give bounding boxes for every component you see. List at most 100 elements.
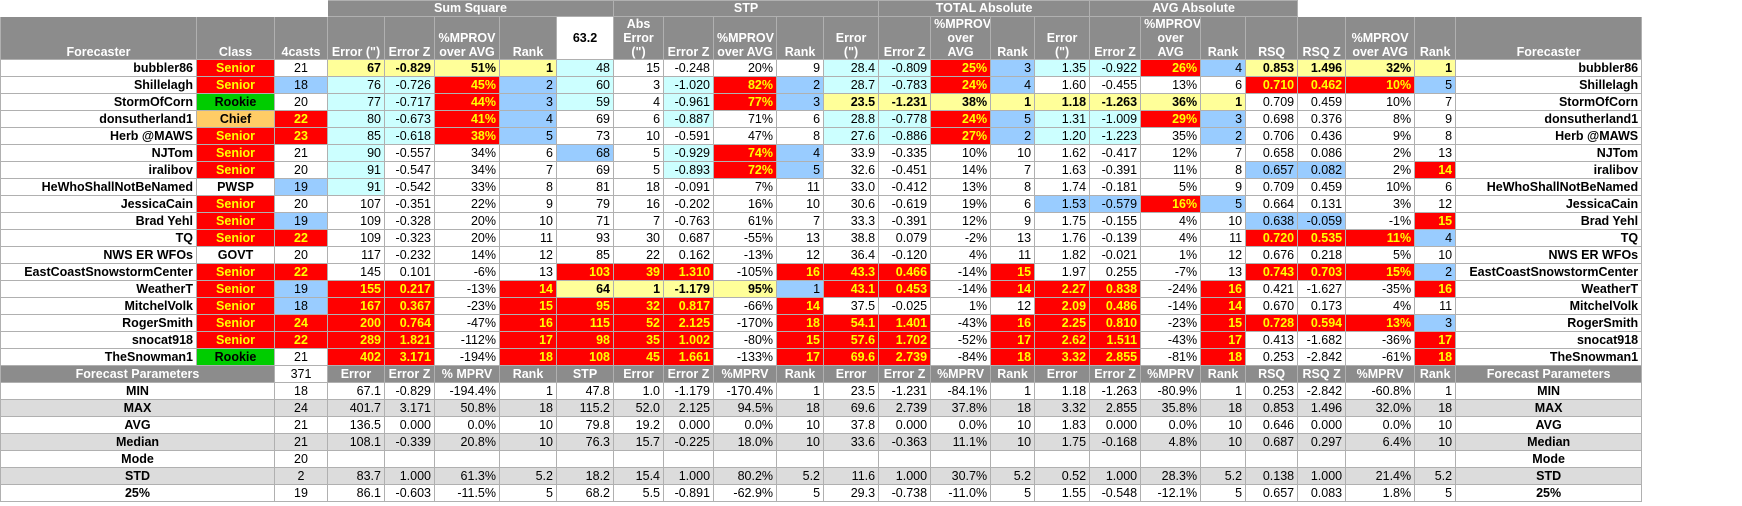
stat-label: Median	[0, 433, 275, 451]
value-cell: 5	[990, 110, 1036, 128]
column-header: Error (")	[327, 16, 385, 60]
value-cell: 1.31	[1034, 110, 1091, 128]
stat-value: 37.8	[823, 416, 880, 434]
stat-value: 47.8	[555, 382, 615, 400]
value-cell: 79	[555, 195, 615, 213]
table-row[interactable]: WeatherT Senior 19 155 0.217 -13% 14 64 1 -1.179 9…	[0, 280, 1742, 298]
value-cell: 6	[1200, 76, 1247, 94]
table-row[interactable]: NJTom Senior 21 90 -0.557 34% 6 68 5 -0.929 74% 4 33…	[0, 144, 1742, 162]
value-cell: 43.1	[823, 280, 880, 298]
table-row[interactable]: donsutherland1 Chief 22 80 -0.673 41% 4 69 6 -0.8…	[0, 110, 1742, 128]
forecaster-name-right: WeatherT	[1455, 280, 1643, 298]
value-cell: 19%	[930, 195, 992, 213]
value-cell: 2.739	[878, 348, 932, 366]
section-header-row: Sum Square STP TOTAL Absolute AVG Absolute	[0, 0, 1742, 17]
stat-value: 79.8	[555, 416, 615, 434]
value-cell: 2	[776, 76, 825, 94]
stat-value: 67.1	[327, 382, 385, 400]
table-row[interactable]: HeWhoShallNotBeNamed PWSP 19 91 -0.542 33% 8 81…	[0, 178, 1742, 196]
value-cell: 91	[327, 161, 385, 179]
parameter-header: Rank	[1414, 365, 1457, 383]
value-cell: 4%	[1140, 212, 1202, 230]
stat-row: 25% 19 86.1 -0.603 -11.5% 5 68.2 5.5 -0.891 -62.9…	[0, 484, 1742, 502]
value-cell: 1.401	[878, 314, 932, 332]
value-cell: -0.783	[878, 76, 932, 94]
value-cell: 0.162	[663, 246, 715, 264]
parameter-header: RSQ Z	[1297, 365, 1347, 383]
value-cell: 54.1	[823, 314, 880, 332]
stat-value: -0.829	[384, 382, 435, 400]
section-header: Sum Square	[326, 0, 615, 17]
stat-value: 18	[499, 399, 557, 417]
table-row[interactable]: StormOfCorn Rookie 20 77 -0.717 44% 3 59 4 -0.961…	[0, 93, 1742, 111]
value-cell: -2.842	[1297, 348, 1347, 366]
value-cell: 36.4	[823, 246, 880, 264]
value-cell: 1.702	[878, 331, 932, 349]
stat-value: -0.339	[384, 433, 435, 451]
value-cell: 4	[1414, 229, 1457, 247]
value-cell: -0.412	[878, 178, 932, 196]
table-row[interactable]: iralibov Senior 20 91 -0.547 34% 7 69 5 -0.893 72%…	[0, 161, 1742, 179]
value-cell: -0.557	[384, 144, 435, 162]
value-cell: 0.376	[1297, 110, 1347, 128]
stat-value: 11.1%	[930, 433, 992, 451]
stat-value: 1	[499, 382, 557, 400]
forecaster-name-right: donsutherland1	[1455, 110, 1643, 128]
table-row[interactable]: JessicaCain Senior 20 107 -0.351 22% 9 79 16 -0.2…	[0, 195, 1742, 213]
table-row[interactable]: snocat918 Senior 22 289 1.821 -112% 17 98 35 1.00…	[0, 331, 1742, 349]
stat-value: 61.3%	[434, 467, 500, 485]
value-cell: 0.253	[1245, 348, 1299, 366]
stat-value: 10	[776, 433, 825, 451]
forecaster-name: JessicaCain	[0, 195, 197, 213]
value-cell: 33.3	[823, 212, 880, 230]
value-cell: 30	[613, 229, 665, 247]
stat-value: 1.000	[878, 467, 932, 485]
value-cell: 10%	[1345, 76, 1416, 94]
table-row[interactable]: bubbler86 Senior 21 67 -0.829 51% 1 48 15 -0.248 2…	[0, 59, 1742, 77]
value-cell: 36%	[1140, 93, 1202, 111]
forecaster-name-right: MitchelVolk	[1455, 297, 1643, 315]
value-cell: -1.682	[1297, 331, 1347, 349]
value-cell: 0.687	[663, 229, 715, 247]
table-row[interactable]: NWS ER WFOs GOVT 20 117 -0.232 14% 12 85 22 0.162…	[0, 246, 1742, 264]
value-cell: 20%	[434, 212, 500, 230]
value-cell: 0.817	[663, 297, 715, 315]
value-cell: -105%	[713, 263, 778, 281]
table-row[interactable]: Herb @MAWS Senior 23 85 -0.618 38% 5 73 10 -0.591…	[0, 127, 1742, 145]
stat-value: -0.891	[663, 484, 715, 502]
stat-value: 3.32	[1034, 399, 1091, 417]
forecaster-name: StormOfCorn	[0, 93, 197, 111]
stat-label: 25%	[0, 484, 275, 502]
stat-value: 1	[1200, 382, 1247, 400]
table-row[interactable]: Brad Yehl Senior 19 109 -0.328 20% 10 71 7 -0.763…	[0, 212, 1742, 230]
value-cell: 16%	[713, 195, 778, 213]
value-cell: 34%	[434, 144, 500, 162]
table-row[interactable]: Shillelagh Senior 18 76 -0.726 45% 2 60 3 -1.020 8…	[0, 76, 1742, 94]
value-cell: -0.809	[878, 59, 932, 77]
value-cell: 3	[1414, 314, 1457, 332]
value-cell: 11	[990, 246, 1036, 264]
forecast-count: 19	[274, 212, 328, 230]
value-cell: 12	[1200, 246, 1247, 264]
value-cell: 0.082	[1297, 161, 1347, 179]
section-header: TOTAL Absolute	[878, 0, 1091, 17]
parameter-header: Error Z	[878, 365, 932, 383]
value-cell: 60	[555, 76, 615, 94]
value-cell: 28.4	[823, 59, 880, 77]
stat-value: 83.7	[327, 467, 385, 485]
value-cell: -0.887	[663, 110, 715, 128]
table-row[interactable]: TQ Senior 22 109 -0.323 20% 11 93 30 0.687 -55% 13 3…	[0, 229, 1742, 247]
parameters-label-right: Forecast Parameters	[1455, 365, 1643, 383]
table-row[interactable]: TheSnowman1 Rookie 21 402 3.171 -194% 18 108 45 1…	[0, 348, 1742, 366]
value-cell: 5	[1200, 195, 1247, 213]
value-cell: 91	[327, 178, 385, 196]
value-cell: 0.664	[1245, 195, 1299, 213]
stat-value	[878, 450, 932, 468]
table-row[interactable]: RogerSmith Senior 24 200 0.764 -47% 16 115 52 2.1…	[0, 314, 1742, 332]
table-row[interactable]: MitchelVolk Senior 18 167 0.367 -23% 15 95 32 0.8…	[0, 297, 1742, 315]
stat-value	[1140, 450, 1202, 468]
value-cell: 45%	[434, 76, 500, 94]
stat-count: 21	[274, 416, 328, 434]
table-row[interactable]: EastCoastSnowstormCenter Senior 22 145 0.101…	[0, 263, 1742, 281]
value-cell: -0.673	[384, 110, 435, 128]
